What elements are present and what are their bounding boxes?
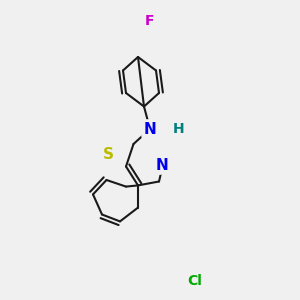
Text: F: F xyxy=(145,14,155,28)
Text: H: H xyxy=(173,122,184,136)
Text: Cl: Cl xyxy=(188,274,202,288)
Text: S: S xyxy=(103,147,113,162)
Text: N: N xyxy=(156,158,168,172)
Text: N: N xyxy=(144,122,156,136)
